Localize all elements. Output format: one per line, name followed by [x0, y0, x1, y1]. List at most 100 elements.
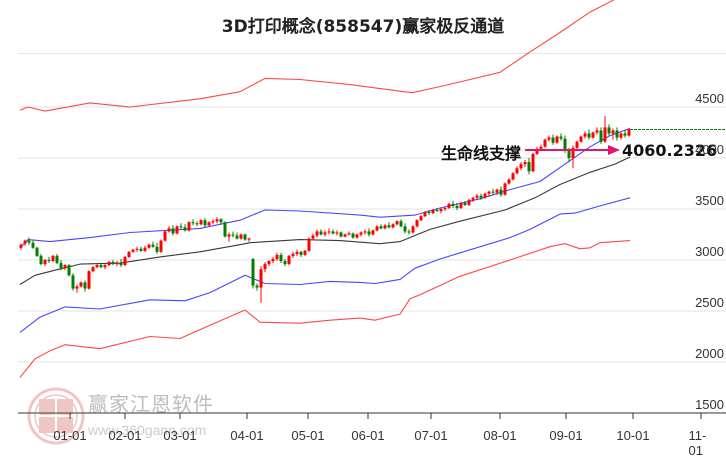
candle-body	[219, 219, 223, 223]
candle-body	[27, 240, 31, 243]
candle-body	[415, 220, 419, 227]
candle-body	[307, 238, 311, 251]
candle-body	[123, 256, 127, 266]
candle-body	[327, 231, 331, 233]
candle-body	[623, 133, 627, 136]
candle-body	[43, 260, 47, 265]
y-tick-label: 3500	[695, 193, 724, 208]
band-upper_inner	[19, 127, 631, 249]
support-arrow-head-icon	[608, 145, 620, 155]
candle-body	[71, 275, 75, 289]
watermark-logo-icon	[27, 387, 85, 445]
candle-body	[247, 238, 251, 240]
candle-body	[339, 232, 343, 237]
x-tick-label: 03-01	[163, 428, 197, 443]
candle-body	[75, 286, 79, 289]
candle-body	[359, 232, 363, 235]
candle-body	[363, 231, 367, 233]
candle-body	[203, 220, 207, 226]
candle-body	[399, 221, 403, 227]
candle-body	[467, 199, 471, 205]
candle-body	[471, 197, 475, 200]
candle-body	[115, 263, 119, 265]
candle-body	[167, 228, 171, 232]
candle-body	[423, 212, 427, 217]
candle-body	[303, 250, 307, 255]
candle-body	[139, 248, 143, 251]
candle-body	[195, 223, 199, 225]
candle-body	[323, 232, 327, 235]
candle-body	[55, 255, 59, 264]
candle-body	[527, 162, 531, 172]
candle-body	[263, 264, 267, 270]
candle-body	[155, 246, 159, 252]
support-annotation-label: 生命线支撑	[441, 144, 522, 163]
title-divider	[18, 53, 726, 54]
candle-body	[119, 263, 123, 266]
y-tick-label: 1500	[695, 397, 724, 412]
watermark-url: www.360gann.com	[88, 422, 207, 438]
candle-body	[431, 210, 435, 214]
x-tick-label: 04-01	[230, 428, 264, 443]
candle-body	[567, 150, 571, 158]
candle-body	[295, 251, 299, 254]
candle-body	[515, 168, 519, 174]
candle-body	[147, 244, 151, 248]
candle-body	[259, 269, 263, 288]
candle-body	[51, 255, 55, 262]
candle-body	[207, 222, 211, 226]
band-upper_outer	[19, 0, 615, 112]
candle-body	[435, 210, 439, 212]
y-tick-label: 2500	[695, 295, 724, 310]
candle-body	[579, 136, 583, 142]
candle-body	[523, 162, 527, 165]
candle-body	[39, 255, 43, 265]
candle-body	[495, 189, 499, 193]
candle-body	[331, 231, 335, 234]
candle-body	[443, 207, 447, 209]
candle-body	[267, 261, 271, 265]
candle-body	[47, 260, 51, 262]
candle-body	[387, 225, 391, 228]
candle-body	[547, 137, 551, 140]
support-annotation-value: 4060.2326	[622, 141, 718, 160]
candle-body	[591, 132, 595, 138]
y-tick-label: 3000	[695, 244, 724, 259]
candle-body	[375, 226, 379, 231]
candle-body	[531, 153, 535, 172]
candle-body	[511, 173, 515, 180]
candle-body	[447, 203, 451, 208]
candle-body	[143, 247, 147, 251]
candle-body	[487, 191, 491, 194]
y-tick-label: 4000	[695, 142, 724, 157]
candle-body	[419, 216, 423, 221]
candle-body	[407, 231, 411, 233]
candle-body	[223, 222, 227, 237]
candle-body	[519, 164, 523, 169]
x-tick-label: 02-01	[108, 428, 142, 443]
band-lower_outer	[19, 240, 631, 378]
candle-body	[215, 219, 219, 222]
watermark-text: 赢家江恩软件	[88, 392, 214, 416]
candle-body	[315, 231, 319, 236]
candle-body	[563, 138, 567, 151]
x-tick-label: 01-01	[53, 428, 87, 443]
candle-body	[395, 221, 399, 225]
candle-body	[355, 234, 359, 238]
candle-body	[23, 240, 27, 244]
candle-body	[87, 271, 91, 289]
candle-body	[483, 193, 487, 198]
candle-body	[627, 129, 631, 136]
candle-body	[19, 244, 23, 248]
candle-body	[79, 282, 83, 287]
candle-body	[351, 233, 355, 238]
candle-body	[439, 209, 443, 212]
candle-body	[535, 148, 539, 154]
candle-body	[271, 258, 275, 262]
candle-body	[291, 253, 295, 256]
candle-body	[459, 202, 463, 208]
candle-body	[575, 141, 579, 148]
candle-body	[391, 224, 395, 228]
candle-body	[95, 265, 99, 268]
candle-body	[131, 249, 135, 252]
